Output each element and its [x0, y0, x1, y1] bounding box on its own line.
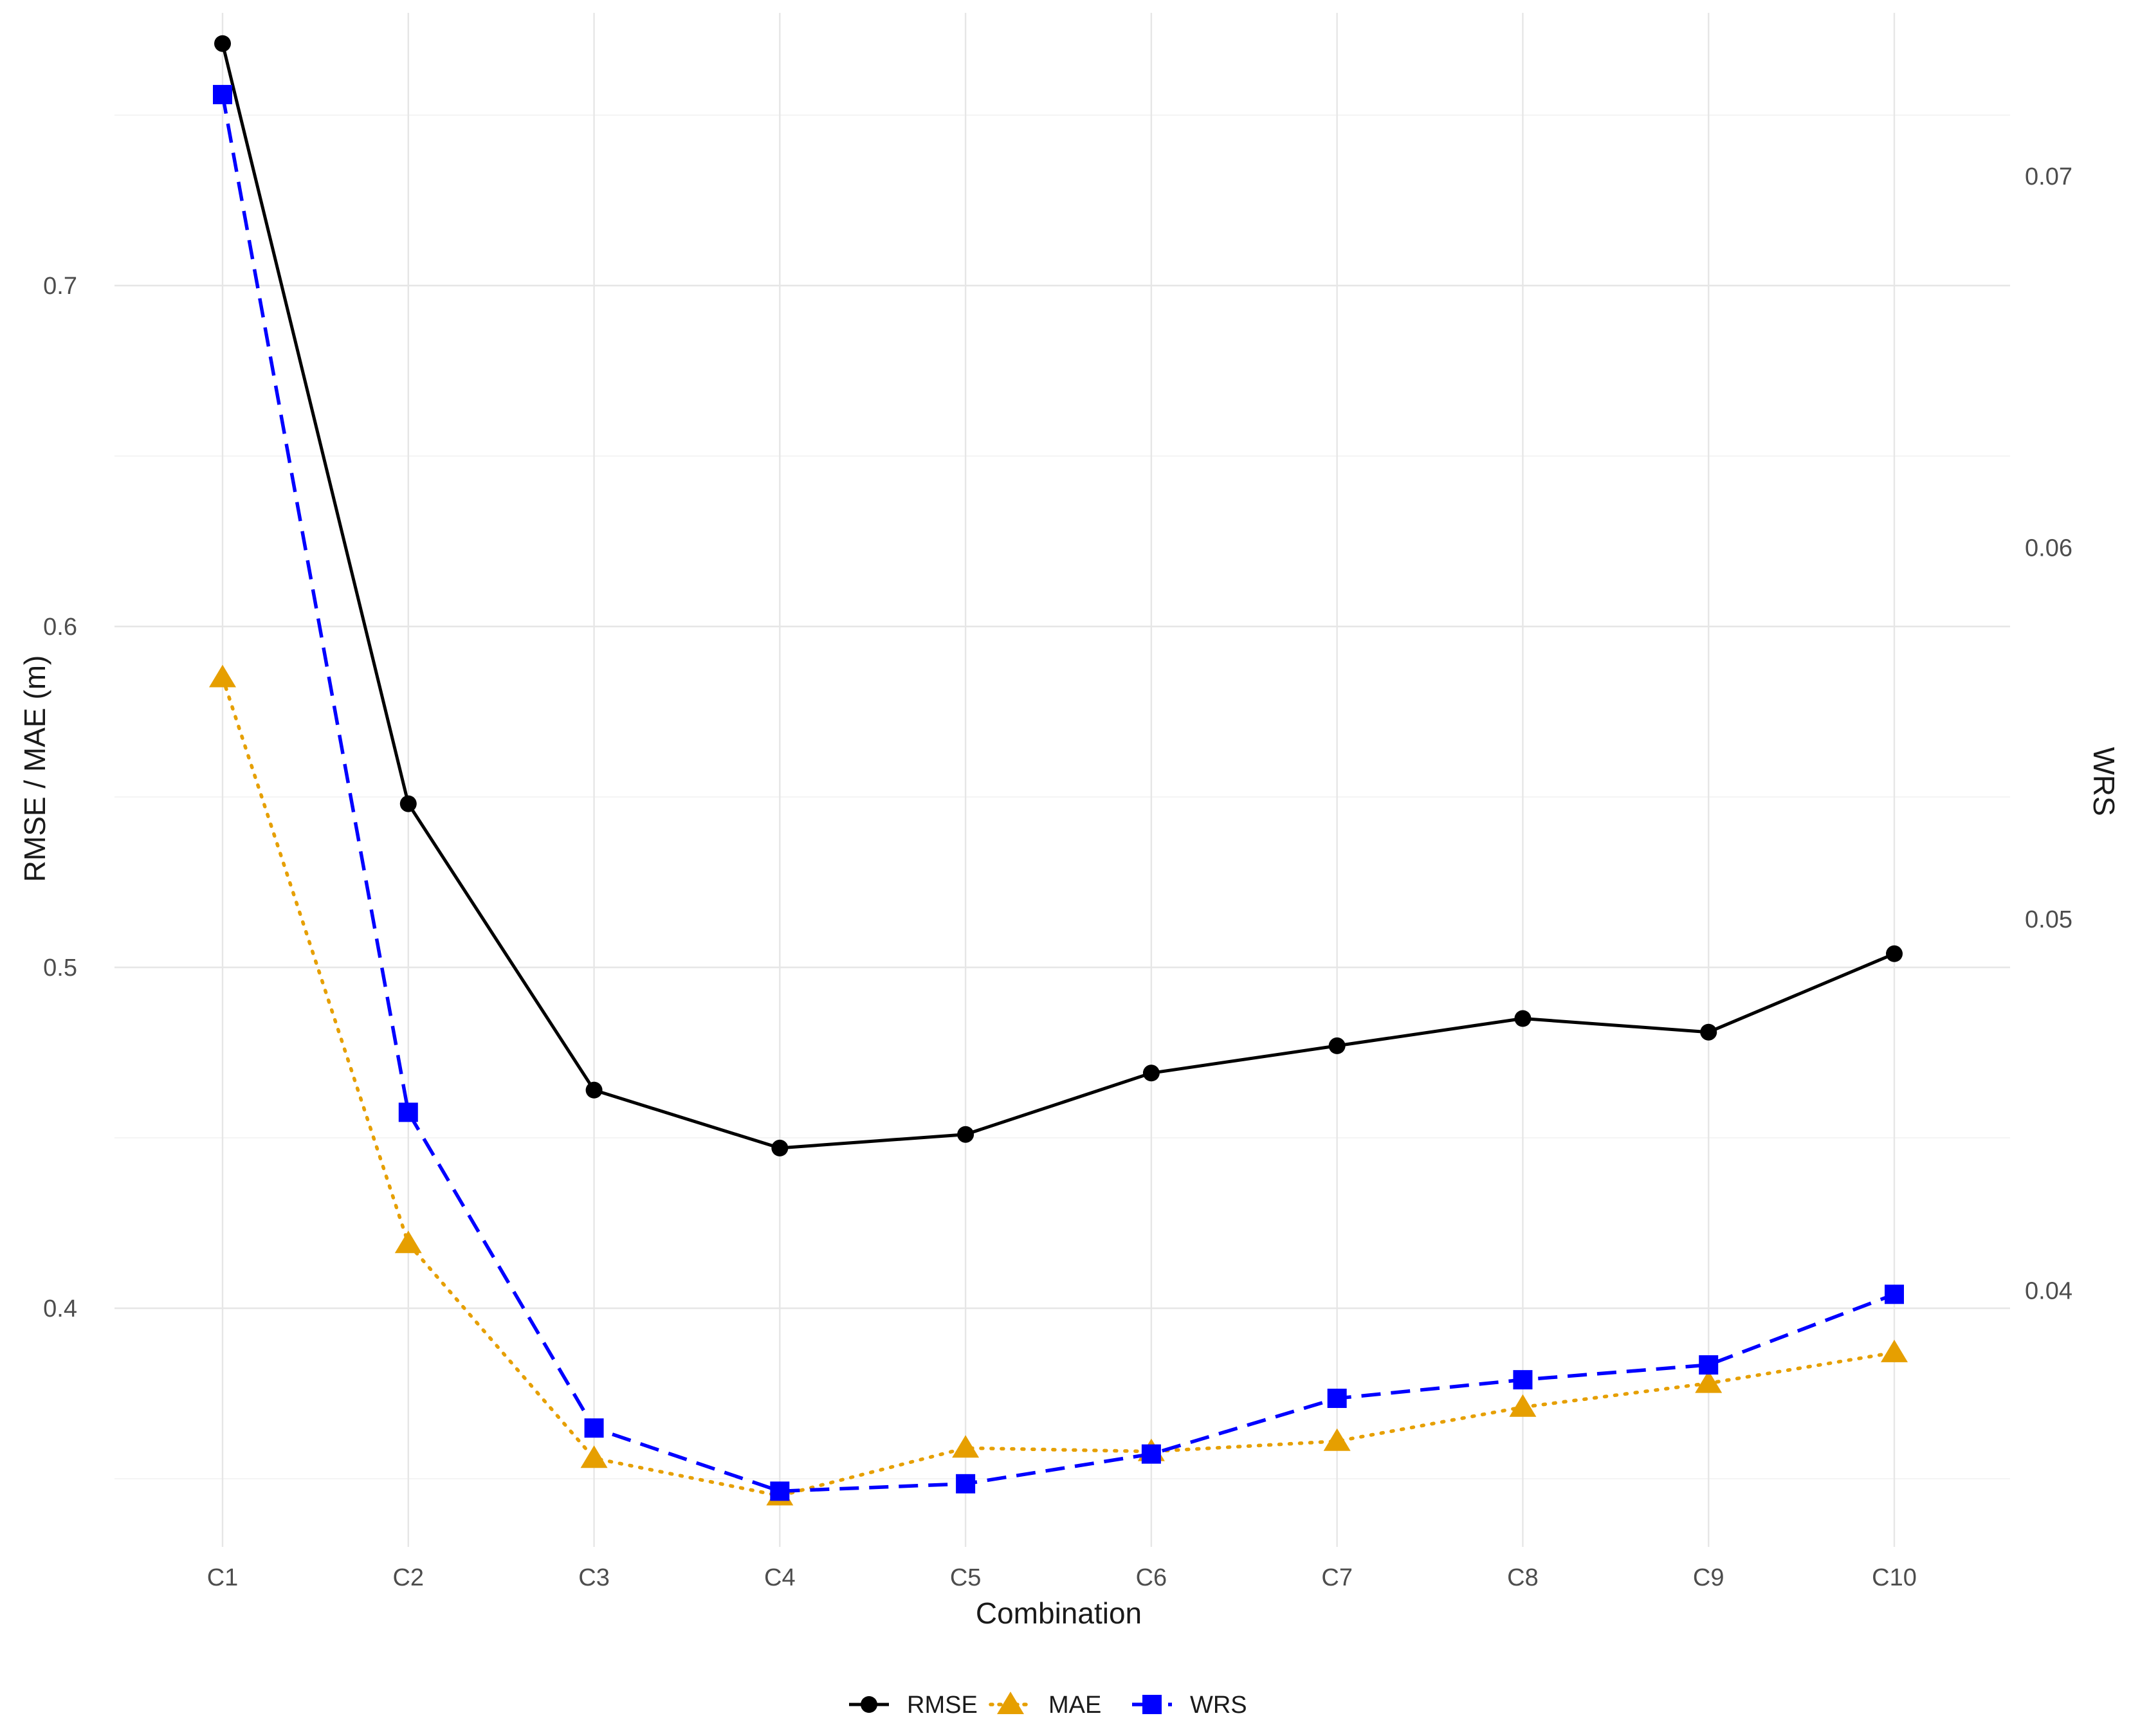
y-tick-label-left: 0.6: [43, 614, 77, 641]
point-mae: [952, 1435, 980, 1458]
x-tick-label: C9: [1693, 1564, 1724, 1591]
y-axis-title-left: RMSE / MAE (m): [18, 655, 51, 882]
point-rmse: [957, 1126, 974, 1143]
point-wrs: [1513, 1370, 1533, 1390]
point-rmse: [1142, 1064, 1160, 1082]
y-tick-label-right: 0.07: [2025, 163, 2072, 190]
point-mae: [1509, 1394, 1537, 1417]
x-axis-ticks: C1 C2 C3 C4 C5 C6 C7 C8 C9 C10: [207, 1564, 1917, 1591]
point-mae: [1323, 1428, 1351, 1451]
x-tick-label: C3: [578, 1564, 610, 1591]
x-tick-label: C7: [1321, 1564, 1353, 1591]
legend-key-marker-mae: [997, 1692, 1024, 1714]
x-tick-label: C8: [1507, 1564, 1539, 1591]
point-mae: [209, 664, 236, 688]
series-line-mae: [221, 675, 1896, 1498]
point-wrs: [770, 1481, 790, 1501]
x-tick-label: C10: [1872, 1564, 1917, 1591]
x-tick-label: C4: [764, 1564, 796, 1591]
point-rmse: [585, 1081, 603, 1099]
point-wrs: [1327, 1389, 1347, 1409]
point-rmse: [1886, 945, 1903, 962]
y-tick-label-right: 0.05: [2025, 906, 2072, 933]
legend-label-wrs: WRS: [1190, 1692, 1247, 1719]
x-axis-title: Combination: [976, 1596, 1142, 1630]
series-line-wrs: [221, 94, 1895, 1494]
right-axis-ticks: 0.04 0.05 0.06 0.07: [2025, 163, 2072, 1304]
y-tick-label-left: 0.7: [43, 273, 77, 300]
x-tick-label: C5: [950, 1564, 982, 1591]
legend-key-marker-wrs: [1142, 1695, 1162, 1714]
x-tick-label: C2: [392, 1564, 424, 1591]
point-rmse: [214, 35, 231, 52]
point-wrs: [584, 1418, 604, 1438]
grid-major-lines: [114, 13, 2010, 1547]
point-wrs: [1141, 1444, 1161, 1464]
point-mae: [394, 1230, 422, 1254]
series-layer: [209, 35, 1908, 1506]
legend-key-marker-rmse: [861, 1696, 877, 1713]
legend-label-mae: MAE: [1048, 1692, 1101, 1719]
point-wrs: [1885, 1284, 1904, 1304]
point-mae: [580, 1445, 608, 1468]
point-wrs: [1699, 1355, 1719, 1375]
point-mae: [1695, 1370, 1723, 1393]
x-tick-label: C1: [207, 1564, 239, 1591]
point-wrs: [213, 85, 232, 105]
legend-label-rmse: RMSE: [907, 1692, 978, 1719]
x-tick-label: C6: [1136, 1564, 1167, 1591]
point-rmse: [1328, 1037, 1346, 1054]
point-rmse: [1514, 1010, 1532, 1027]
point-mae: [1881, 1339, 1908, 1362]
series-line-rmse: [221, 43, 1895, 1150]
point-wrs: [956, 1474, 976, 1494]
y-tick-label-right: 0.04: [2025, 1278, 2072, 1305]
y-axis-title-right: WRS: [2087, 747, 2121, 816]
y-tick-label-right: 0.06: [2025, 535, 2072, 562]
legend: RMSE MAE WRS: [849, 1692, 1247, 1719]
point-wrs: [398, 1102, 418, 1122]
point-rmse: [399, 795, 417, 812]
y-tick-label-left: 0.4: [43, 1295, 77, 1322]
point-rmse: [1700, 1023, 1717, 1041]
grid-minor-lines: [114, 114, 2010, 1479]
point-rmse: [771, 1139, 789, 1156]
y-tick-label-left: 0.5: [43, 955, 77, 982]
left-axis-ticks: 0.4 0.5 0.6 0.7: [43, 273, 77, 1322]
